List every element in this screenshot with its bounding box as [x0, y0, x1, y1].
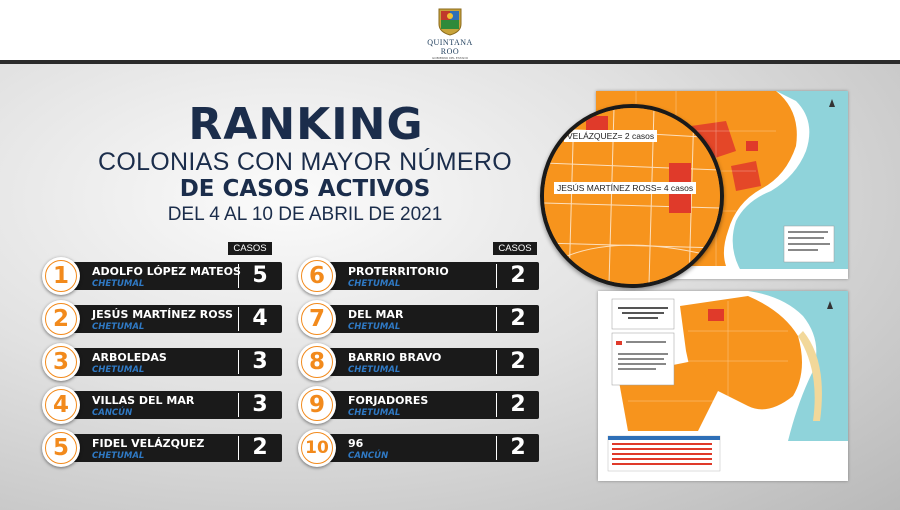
row-divider — [238, 436, 239, 460]
rank-badge: 5 — [42, 429, 80, 467]
row-divider — [496, 350, 497, 374]
city-name: CHETUMAL — [348, 365, 401, 375]
colonia-name: ARBOLEDAS — [92, 351, 167, 364]
row-divider — [496, 436, 497, 460]
row-divider — [238, 393, 239, 417]
map-zoom-circle: VELÁZQUEZ= 2 casos JESÚS MARTÍNEZ ROSS= … — [540, 104, 724, 288]
row-bar: BARRIO BRAVO CHETUMAL 2 — [316, 348, 539, 376]
row-bar: PROTERRITORIO CHETUMAL 2 — [316, 262, 539, 290]
row-bar: DEL MAR CHETUMAL 2 — [316, 305, 539, 333]
row-divider — [238, 350, 239, 374]
rank-badge: 7 — [298, 300, 336, 338]
city-name: CHETUMAL — [92, 365, 145, 375]
ranking-row: 96 CANCÚN 2 10 — [298, 429, 543, 469]
colonia-name: JESÚS MARTÍNEZ ROSS — [92, 308, 233, 321]
rank-number: 1 — [52, 263, 69, 289]
subtitle-line-1: COLONIAS CON MAYOR NÚMERO — [97, 148, 513, 176]
zoom-label-velazquez: VELÁZQUEZ= 2 casos — [564, 130, 658, 142]
rank-number: 7 — [308, 306, 325, 332]
case-count: 5 — [252, 263, 268, 288]
rank-badge: 3 — [42, 343, 80, 381]
rank-badge: 6 — [298, 257, 336, 295]
case-count: 2 — [510, 349, 526, 374]
city-name: CHETUMAL — [92, 322, 145, 332]
case-count: 2 — [510, 306, 526, 331]
ranking-row: ADOLFO LÓPEZ MATEOS CHETUMAL 5 1 — [42, 257, 282, 297]
cancun-map — [598, 291, 848, 481]
row-bar: ARBOLEDAS CHETUMAL 3 — [60, 348, 282, 376]
rank-number: 10 — [305, 438, 329, 458]
ranking-row: DEL MAR CHETUMAL 2 7 — [298, 300, 543, 340]
colonia-name: DEL MAR — [348, 308, 404, 321]
ranking-row: VILLAS DEL MAR CANCÚN 3 4 — [42, 386, 282, 426]
ranking-row: ARBOLEDAS CHETUMAL 3 3 — [42, 343, 282, 383]
case-count: 3 — [252, 392, 268, 417]
rank-badge: 10 — [298, 429, 336, 467]
rank-badge: 9 — [298, 386, 336, 424]
city-name: CANCÚN — [92, 408, 133, 418]
casos-header-right: CASOS — [493, 242, 537, 255]
subtitle-line-2: DE CASOS ACTIVOS — [179, 176, 431, 202]
colonia-name: BARRIO BRAVO — [348, 351, 442, 364]
row-divider — [496, 264, 497, 288]
case-count: 2 — [510, 263, 526, 288]
ranking-row: BARRIO BRAVO CHETUMAL 2 8 — [298, 343, 543, 383]
case-count: 2 — [252, 435, 268, 460]
cancun-map-drawing — [598, 291, 848, 481]
row-divider — [496, 307, 497, 331]
ranking-row: FIDEL VELÁZQUEZ CHETUMAL 2 5 — [42, 429, 282, 469]
rank-badge: 2 — [42, 300, 80, 338]
quintana-roo-logo: QUINTANA ROO GOBIERNO DEL ESTADO — [420, 6, 480, 60]
colonia-name: PROTERRITORIO — [348, 265, 449, 278]
date-range: DEL 4 AL 10 DE ABRIL DE 2021 — [167, 204, 443, 225]
rank-number: 6 — [308, 263, 325, 289]
rank-number: 8 — [308, 349, 325, 375]
rank-number: 4 — [52, 392, 69, 418]
row-bar: JESÚS MARTÍNEZ ROSS CHETUMAL 4 — [60, 305, 282, 333]
case-count: 4 — [252, 306, 268, 331]
page-title: RANKING — [188, 99, 424, 150]
case-count: 2 — [510, 435, 526, 460]
ranking-row: PROTERRITORIO CHETUMAL 2 6 — [298, 257, 543, 297]
city-name: CHETUMAL — [348, 408, 401, 418]
row-bar: VILLAS DEL MAR CANCÚN 3 — [60, 391, 282, 419]
ranking-row: FORJADORES CHETUMAL 2 9 — [298, 386, 543, 426]
city-name: CHETUMAL — [92, 451, 145, 461]
header-stripe — [0, 60, 900, 64]
header-bar: QUINTANA ROO GOBIERNO DEL ESTADO — [0, 0, 900, 62]
rank-number: 3 — [52, 349, 69, 375]
logo-subtext: GOBIERNO DEL ESTADO — [431, 56, 469, 60]
logo-text: QUINTANA ROO — [427, 38, 473, 56]
city-name: CHETUMAL — [348, 322, 401, 332]
rank-badge: 8 — [298, 343, 336, 381]
colonia-name: 96 — [348, 437, 364, 450]
colonia-name: FIDEL VELÁZQUEZ — [92, 437, 205, 450]
rank-number: 9 — [308, 392, 325, 418]
row-bar: 96 CANCÚN 2 — [316, 434, 539, 462]
row-divider — [238, 307, 239, 331]
city-name: CHETUMAL — [92, 279, 145, 289]
row-divider — [238, 264, 239, 288]
city-name: CANCÚN — [348, 451, 389, 461]
colonia-name: ADOLFO LÓPEZ MATEOS — [92, 265, 241, 278]
case-count: 2 — [510, 392, 526, 417]
row-divider — [496, 393, 497, 417]
case-count: 3 — [252, 349, 268, 374]
ranking-row: JESÚS MARTÍNEZ ROSS CHETUMAL 4 2 — [42, 300, 282, 340]
rank-badge: 4 — [42, 386, 80, 424]
rank-number: 2 — [52, 306, 69, 332]
row-bar: ADOLFO LÓPEZ MATEOS CHETUMAL 5 — [60, 262, 282, 290]
city-name: CHETUMAL — [348, 279, 401, 289]
rank-badge: 1 — [42, 257, 80, 295]
casos-header-left: CASOS — [228, 242, 272, 255]
row-bar: FIDEL VELÁZQUEZ CHETUMAL 2 — [60, 434, 282, 462]
rank-number: 5 — [52, 435, 69, 461]
zoom-label-martinez-ross: JESÚS MARTÍNEZ ROSS= 4 casos — [554, 182, 697, 194]
coat-of-arms-icon — [438, 8, 462, 36]
colonia-name: FORJADORES — [348, 394, 429, 407]
row-bar: FORJADORES CHETUMAL 2 — [316, 391, 539, 419]
colonia-name: VILLAS DEL MAR — [92, 394, 195, 407]
